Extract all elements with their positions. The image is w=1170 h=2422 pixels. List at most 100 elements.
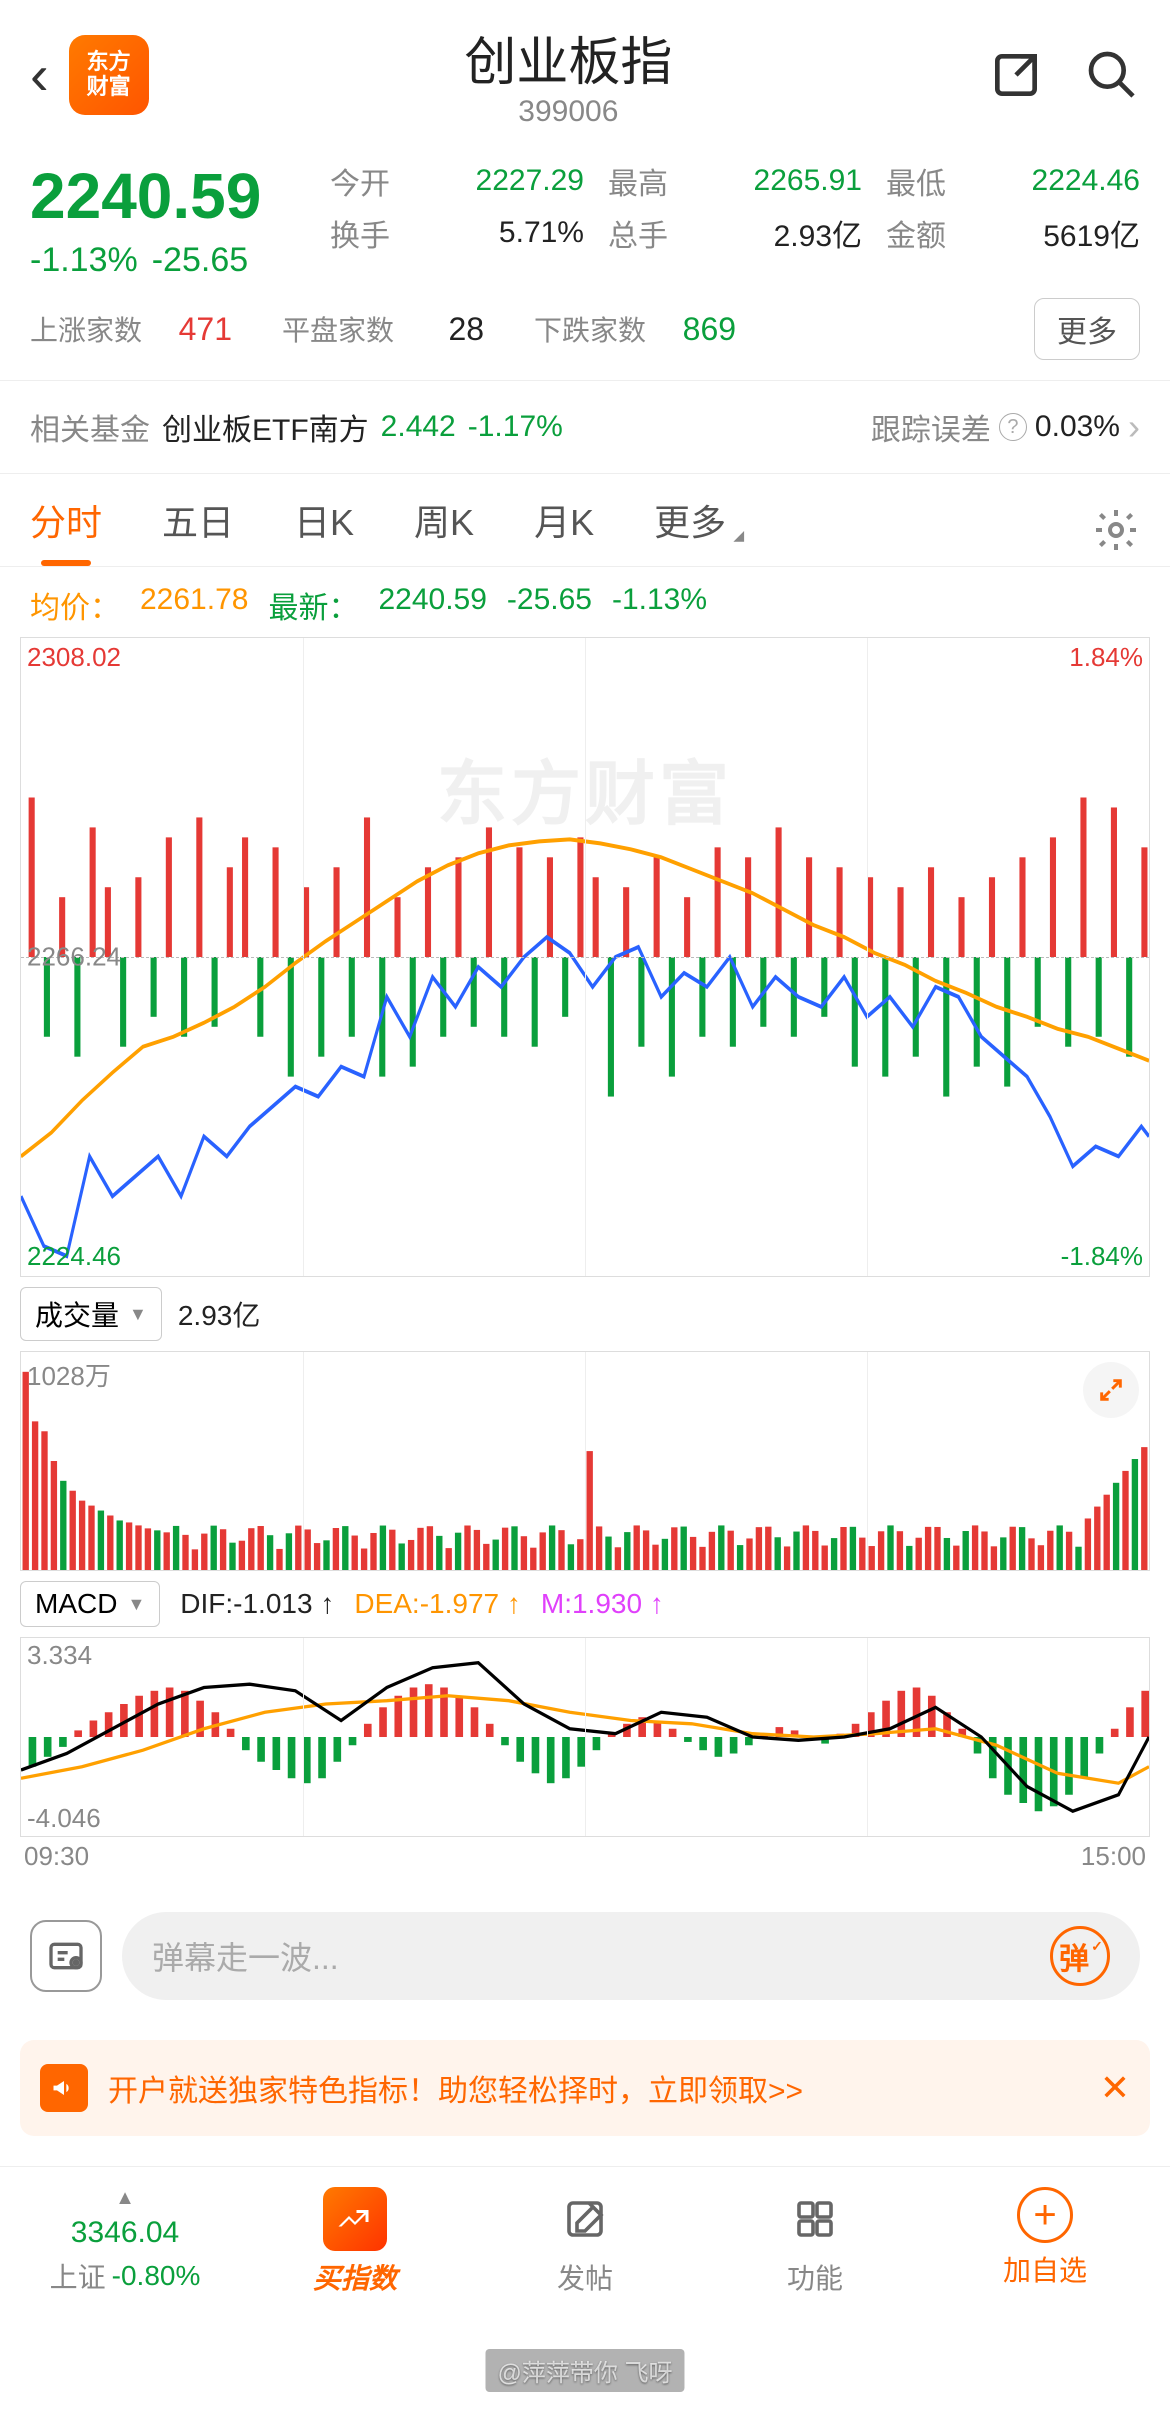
price-chg: -25.65: [152, 241, 248, 280]
bottom-bar: ▲ 3346.04 上证 -0.80% 买指数 发帖 功能 + 加自选: [0, 2166, 1170, 2327]
high-value: 2265.91: [692, 164, 862, 198]
turnover-label: 换手: [330, 211, 390, 255]
tab-5day[interactable]: 五日: [162, 494, 234, 566]
open-label: 今开: [330, 159, 390, 203]
question-icon[interactable]: ?: [999, 413, 1027, 441]
macd-top: 3.334: [27, 1640, 92, 1671]
tracking-error-value: 0.03%: [1035, 410, 1120, 444]
sz-label: 上证: [50, 2256, 106, 2296]
fund-name: 创业板ETF南方: [162, 405, 369, 449]
dea-label: DEA:-1.977 ↑: [354, 1588, 521, 1620]
time-axis: 09:30 15:00: [0, 1837, 1170, 1892]
app-logo-icon[interactable]: 东方 财富: [69, 35, 149, 115]
latest-value: 2240.59: [378, 583, 486, 627]
chevron-down-icon: ▼: [127, 1594, 145, 1615]
buy-index-icon: [323, 2187, 387, 2251]
low-label: 最低: [886, 159, 946, 203]
down-count-label: 下跌家数: [534, 309, 646, 349]
timeframe-tabs: 分时 五日 日K 周K 月K 更多: [0, 474, 1170, 567]
chart-high-pct: 1.84%: [1069, 642, 1143, 673]
up-count-label: 上涨家数: [30, 309, 142, 349]
danmu-input[interactable]: 弹幕走一波... 弹✓: [122, 1912, 1140, 2000]
chart-high-value: 2308.02: [27, 642, 121, 673]
down-count: 869: [666, 311, 736, 348]
buy-label: 买指数: [313, 2257, 397, 2297]
high-label: 最高: [608, 159, 668, 203]
expand-icon[interactable]: [1083, 1362, 1139, 1418]
price-chart[interactable]: 东方财富 2308.02 1.84% 2266.24 2224.46 -1.84…: [20, 637, 1150, 1277]
header: ‹ 东方 财富 创业板指 399006: [0, 0, 1170, 149]
index-code: 399006: [149, 95, 988, 129]
close-icon[interactable]: ✕: [1100, 2067, 1130, 2109]
tab-realtime[interactable]: 分时: [30, 494, 102, 566]
turnover-value: 5.71%: [414, 216, 584, 250]
danmu-send-button[interactable]: 弹✓: [1050, 1926, 1110, 1986]
volume-selector[interactable]: 成交量 ▼: [20, 1287, 162, 1341]
latest-chg: -25.65: [507, 583, 592, 627]
promo-banner[interactable]: 开户就送独家特色指标！助您轻松择时，立即领取>> ✕: [20, 2040, 1150, 2136]
post-icon: [553, 2187, 617, 2251]
amount-label: 金额: [886, 211, 946, 255]
fund-pct: -1.17%: [468, 410, 563, 444]
share-icon[interactable]: [988, 47, 1044, 103]
volume-max-label: 1028万: [27, 1356, 111, 1393]
tracking-error-label: 跟踪误差: [871, 405, 991, 449]
up-count: 471: [162, 311, 232, 348]
dif-label: DIF:-1.013 ↑: [180, 1588, 334, 1620]
current-price: 2240.59: [30, 159, 310, 233]
chart-mid-value: 2266.24: [27, 942, 121, 973]
low-value: 2224.46: [970, 164, 1140, 198]
bottom-buy-index[interactable]: 买指数: [240, 2187, 470, 2297]
gear-icon[interactable]: [1092, 506, 1140, 554]
bottom-sz-index[interactable]: ▲ 3346.04 上证 -0.80%: [10, 2187, 240, 2297]
sz-value: 3346.04: [71, 2216, 179, 2250]
index-title: 创业板指: [149, 20, 988, 95]
fund-related-label: 相关基金: [30, 405, 150, 449]
time-end: 15:00: [1081, 1841, 1146, 1872]
chart-low-pct: -1.84%: [1061, 1241, 1143, 1272]
megaphone-icon: [40, 2064, 88, 2112]
tab-weekly[interactable]: 周K: [414, 494, 474, 566]
tab-daily[interactable]: 日K: [294, 494, 354, 566]
macd-selector[interactable]: MACD ▼: [20, 1581, 160, 1627]
related-fund-row[interactable]: 相关基金 创业板ETF南方 2.442 -1.17% 跟踪误差 ? 0.03% …: [0, 381, 1170, 474]
weibo-watermark: @萍萍带你 飞呀: [485, 2349, 684, 2392]
more-button[interactable]: 更多: [1034, 298, 1140, 360]
functions-label: 功能: [787, 2257, 843, 2297]
back-icon[interactable]: ‹: [30, 42, 49, 107]
sz-pct: -0.80%: [112, 2260, 201, 2292]
chart-low-value: 2224.46: [27, 1241, 121, 1272]
hands-label: 总手: [608, 211, 668, 255]
chevron-right-icon: ›: [1128, 406, 1140, 448]
flat-count-label: 平盘家数: [282, 309, 394, 349]
danmu-placeholder: 弹幕走一波...: [152, 1933, 1050, 1979]
open-value: 2227.29: [414, 164, 584, 198]
avg-label: 均价：: [30, 583, 120, 627]
macd-chart[interactable]: 3.334 -4.046: [20, 1637, 1150, 1837]
danmu-config-icon[interactable]: [30, 1920, 102, 1992]
functions-icon: [783, 2187, 847, 2251]
bottom-add-favorite[interactable]: + 加自选: [930, 2187, 1160, 2297]
time-start: 09:30: [24, 1841, 89, 1872]
post-label: 发帖: [557, 2257, 613, 2297]
macd-bottom: -4.046: [27, 1803, 101, 1834]
bottom-functions[interactable]: 功能: [700, 2187, 930, 2297]
tab-monthly[interactable]: 月K: [534, 494, 594, 566]
amount-value: 5619亿: [970, 211, 1140, 255]
flat-count: 28: [414, 311, 484, 348]
add-label: 加自选: [1003, 2249, 1087, 2289]
caret-up-icon: ▲: [115, 2187, 135, 2210]
avg-value: 2261.78: [140, 583, 248, 627]
tab-more[interactable]: 更多: [654, 494, 726, 566]
price-pct: -1.13%: [30, 241, 138, 280]
latest-label: 最新：: [268, 583, 358, 627]
chart-info-bar: 均价： 2261.78 最新： 2240.59 -25.65 -1.13%: [0, 567, 1170, 637]
volume-chart[interactable]: 1028万: [20, 1351, 1150, 1571]
chevron-down-icon: ▼: [129, 1304, 147, 1325]
add-icon: +: [1017, 2187, 1073, 2243]
search-icon[interactable]: [1084, 47, 1140, 103]
latest-pct: -1.13%: [612, 583, 707, 627]
volume-value: 2.93亿: [178, 1294, 261, 1334]
m-label: M:1.930 ↑: [541, 1588, 664, 1620]
bottom-post[interactable]: 发帖: [470, 2187, 700, 2297]
